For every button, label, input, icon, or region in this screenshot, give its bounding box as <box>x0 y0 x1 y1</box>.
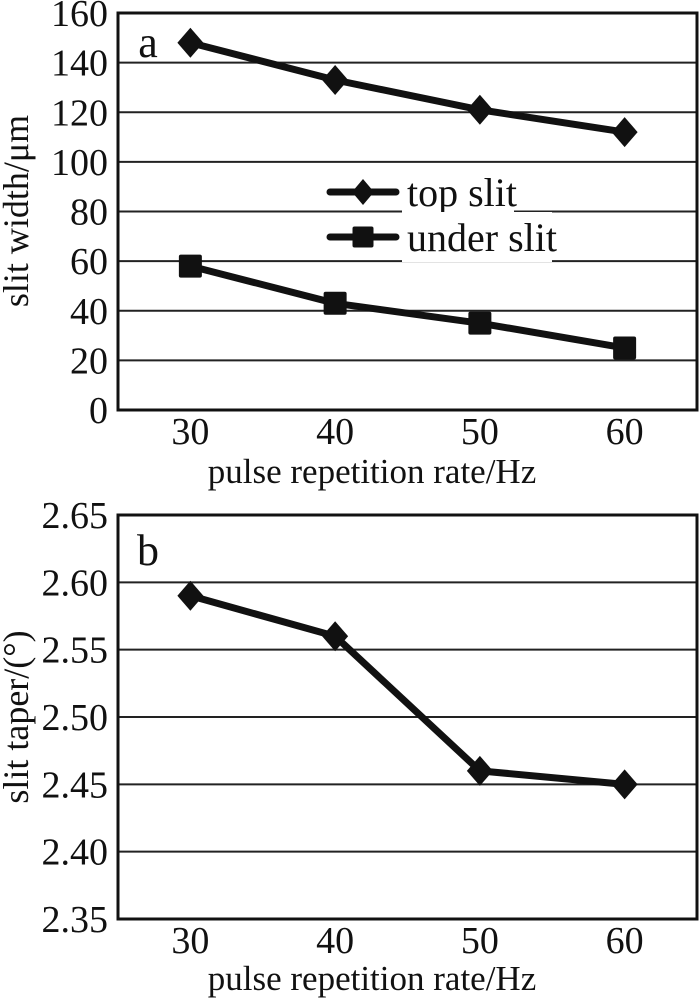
y-tick-label: 60 <box>70 241 108 283</box>
x-axis-title: pulse repetition rate/Hz <box>208 452 536 491</box>
y-tick-label: 2.60 <box>42 562 109 604</box>
y-tick-label: 2.50 <box>42 697 109 739</box>
square-marker <box>352 226 374 248</box>
x-tick-label: 40 <box>316 920 354 962</box>
legend-label: top slit <box>407 170 517 215</box>
square-marker <box>468 311 492 335</box>
legend-label: under slit <box>407 215 557 260</box>
y-tick-label: 140 <box>51 43 108 85</box>
series-line <box>186 262 629 352</box>
series-line <box>186 592 629 788</box>
y-tick-label: 2.40 <box>42 832 109 874</box>
diamond-marker <box>322 621 349 652</box>
y-tick-label: 80 <box>70 192 108 234</box>
plot-border <box>116 11 699 412</box>
y-tick-label: 20 <box>70 340 108 382</box>
diamond-marker <box>466 755 493 786</box>
y-tick-label: 2.55 <box>42 630 109 672</box>
square-marker <box>613 336 637 360</box>
diamond-marker <box>322 64 349 95</box>
x-tick-label: 50 <box>461 920 499 962</box>
plot-border <box>116 513 699 921</box>
x-tick-label: 50 <box>461 411 499 453</box>
y-tick-label: 120 <box>51 92 108 134</box>
x-tick-label: 30 <box>171 411 209 453</box>
x-tick-label: 40 <box>316 411 354 453</box>
y-tick-label: 0 <box>89 390 108 432</box>
legend-label-backing <box>402 212 552 262</box>
x-axis-title: pulse repetition rate/Hz <box>208 959 536 998</box>
y-tick-label: 160 <box>51 0 108 35</box>
legend-label-backing <box>402 167 514 217</box>
diamond-marker <box>611 117 638 148</box>
diamond-marker <box>466 94 493 125</box>
square-marker <box>323 291 347 315</box>
y-tick-label: 2.35 <box>42 899 109 941</box>
x-tick-label: 60 <box>606 411 644 453</box>
diamond-marker <box>177 580 204 611</box>
y-axis-title: slit taper/(°) <box>0 630 36 803</box>
panel-letter: a <box>138 18 158 67</box>
square-marker <box>178 254 202 278</box>
y-tick-label: 40 <box>70 291 108 333</box>
diamond-marker <box>352 179 374 205</box>
diamond-marker <box>177 27 204 58</box>
x-tick-label: 30 <box>171 920 209 962</box>
panel-letter: b <box>137 526 159 575</box>
x-tick-label: 60 <box>606 920 644 962</box>
y-tick-label: 2.65 <box>42 500 109 537</box>
series-line <box>186 39 629 136</box>
chart-b: 2.35 2.40 2.45 2.50 2.55 2.60 2.65 30 40 50 60 puls… <box>0 500 699 998</box>
y-tick-label: 2.45 <box>42 764 109 806</box>
diamond-marker <box>611 769 638 800</box>
y-tick-label: 100 <box>51 142 108 184</box>
y-axis-title: slit width/μm <box>0 115 36 307</box>
